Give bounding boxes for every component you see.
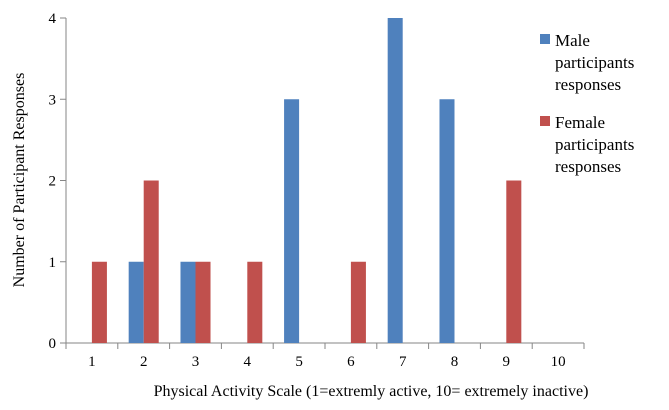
legend-label-series-1: participants — [555, 53, 634, 72]
y-tick-label: 1 — [49, 255, 57, 271]
legend-label-series-2: participants — [555, 135, 634, 154]
bar-series-2-6 — [350, 261, 366, 343]
y-tick-label: 0 — [49, 336, 57, 352]
bar-series-2-3 — [195, 261, 211, 343]
x-axis-title: Physical Activity Scale (1=extremly acti… — [154, 383, 589, 400]
bar-series-2-2 — [143, 180, 159, 343]
x-tick-label: 4 — [244, 354, 252, 370]
y-tick-label: 4 — [49, 11, 57, 27]
legend: Male participants responses Female participa… — [540, 31, 634, 176]
x-tick-label: 3 — [192, 354, 200, 370]
x-tick-label: 8 — [451, 354, 459, 370]
bar-series-1-5 — [284, 99, 300, 343]
legend-label-series-1: responses — [555, 75, 621, 94]
x-tick-label: 9 — [503, 354, 511, 370]
x-tick-label: 2 — [140, 354, 148, 370]
bars — [91, 18, 522, 343]
plot-area: 0 1 2 3 4 1 2 3 4 5 6 7 8 9 10 — [49, 11, 585, 370]
bar-series-2-4 — [247, 261, 263, 343]
legend-label-series-1: Male — [555, 31, 590, 50]
y-tick-label: 3 — [49, 92, 57, 108]
x-axis-ticks: 1 2 3 4 5 6 7 8 9 10 — [65, 343, 585, 370]
bar-series-1-2 — [128, 261, 144, 343]
bar-series-2-1 — [91, 261, 107, 343]
bar-series-1-3 — [180, 261, 196, 343]
x-tick-label: 10 — [551, 354, 566, 370]
legend-label-series-2: Female — [555, 113, 605, 132]
x-tick-label: 5 — [295, 354, 303, 370]
x-tick-label: 7 — [399, 354, 407, 370]
y-tick-label: 2 — [49, 174, 57, 190]
legend-swatch-series-2 — [540, 116, 550, 126]
y-axis-ticks: 0 1 2 3 4 — [49, 11, 66, 352]
bar-series-1-8 — [439, 99, 455, 343]
legend-swatch-series-1 — [540, 34, 550, 44]
bar-series-1-7 — [387, 18, 403, 343]
y-axis-title: Number of Participant Responses — [11, 73, 28, 288]
legend-label-series-2: responses — [555, 157, 621, 176]
x-tick-label: 6 — [347, 354, 355, 370]
x-tick-label: 1 — [88, 354, 96, 370]
bar-series-2-9 — [506, 180, 522, 343]
